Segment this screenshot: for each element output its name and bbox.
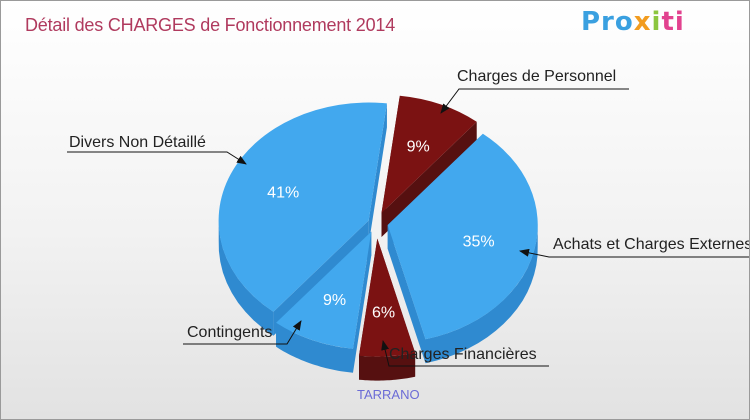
- callout-label-charges-financieres: Charges Financières: [389, 346, 537, 363]
- slice-value-charges-de-personnel: 9%: [407, 139, 430, 156]
- slice-face-divers-non-detaille-1: [368, 103, 387, 245]
- slice-contingents[interactable]: [276, 231, 372, 349]
- slice-achats-et-charges-externes[interactable]: [387, 133, 538, 340]
- slice-value-labels: 9% 35% 6% 9% 41%: [267, 139, 494, 322]
- callout-line-charges-financieres: [381, 340, 549, 367]
- commune-name[interactable]: TARRANO: [357, 387, 420, 402]
- logo-part-ti: ti: [661, 7, 685, 37]
- slice-value-charges-financieres: 6%: [372, 305, 395, 322]
- callout-line-charges-de-personnel: [440, 88, 629, 114]
- slice-side-achats-et-charges-externes: [425, 222, 538, 364]
- slice-value-contingents: 9%: [323, 292, 346, 309]
- slice-face-achats-et-charges-externes-1: [387, 225, 426, 364]
- callout-label-contingents: Contingents: [187, 324, 272, 341]
- pie-tops: [218, 95, 538, 357]
- callout-line-contingents: [183, 320, 302, 345]
- slice-side-charges-financieres: [359, 352, 416, 381]
- slice-side-contingents: [276, 322, 353, 373]
- chart-title: Détail des CHARGES de Fonctionnement 201…: [25, 15, 396, 35]
- callout-label-divers-non-detaille: Divers Non Détaillé: [69, 134, 206, 151]
- proxiti-logo[interactable]: Proxiti: [581, 7, 685, 37]
- slice-value-divers-non-detaille: 41%: [267, 185, 299, 202]
- slice-divers-non-detaille[interactable]: [218, 102, 387, 312]
- logo-part-pro: Pro: [581, 7, 634, 37]
- slice-charges-de-personnel[interactable]: [381, 95, 477, 213]
- callout-line-achats-et-charges-externes: [519, 248, 749, 258]
- slice-value-achats-et-charges-externes: 35%: [463, 234, 495, 251]
- slice-charges-financieres[interactable]: [359, 238, 416, 357]
- logo-part-x: x: [633, 7, 652, 37]
- callout-line-divers-non-detaille: [67, 151, 247, 165]
- slice-face-contingents-0: [352, 231, 372, 373]
- callout-label-charges-de-personnel: Charges de Personnel: [457, 68, 616, 85]
- slice-side-divers-non-detaille: [218, 216, 274, 336]
- callouts: Charges de Personnel Achats et Charges Ex…: [67, 68, 749, 367]
- logo-part-i: i: [651, 7, 662, 37]
- callout-label-achats-et-charges-externes: Achats et Charges Externes: [553, 236, 749, 253]
